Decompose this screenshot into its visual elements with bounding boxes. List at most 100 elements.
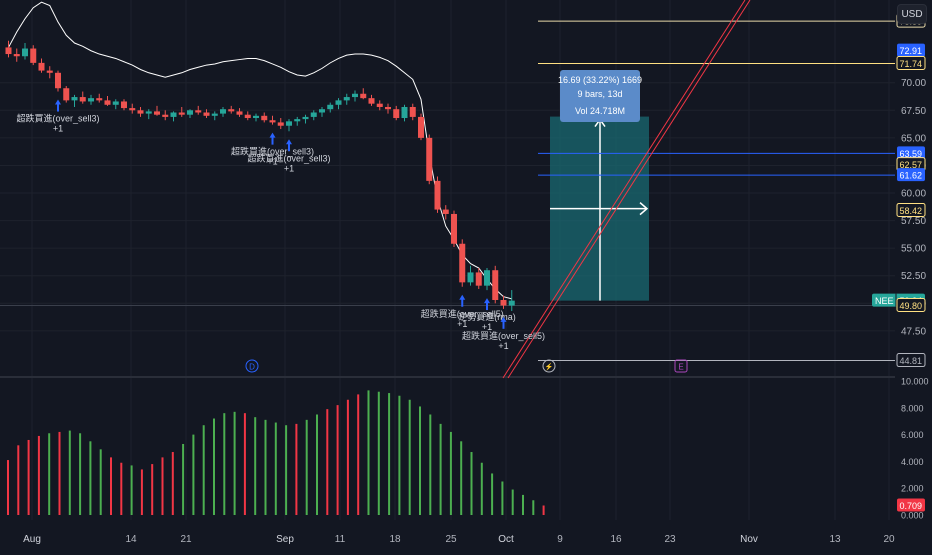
oscillator-bar	[511, 489, 514, 515]
price-label-value: 44.81	[899, 356, 922, 366]
candle-body	[13, 54, 20, 57]
oscillator-bar	[58, 431, 61, 515]
price-axis-tick: 70.00	[901, 78, 926, 89]
oscillator-bar	[357, 394, 360, 515]
candle-body	[104, 100, 111, 105]
candle-body	[451, 213, 457, 244]
candle-body	[277, 122, 284, 126]
oscillator-bar	[161, 457, 164, 515]
price-label-value: 63.59	[899, 149, 922, 159]
candle-body	[55, 72, 61, 89]
measure-label-box	[560, 70, 640, 122]
price-label-value: 72.91	[899, 46, 922, 56]
currency-button[interactable]: USD	[897, 4, 927, 24]
candle-body	[376, 103, 383, 107]
time-axis-tick: 20	[883, 534, 895, 545]
candle-body	[426, 137, 433, 181]
candle-body	[409, 106, 416, 117]
oscillator-bar	[37, 435, 40, 515]
candle-body	[368, 98, 375, 104]
candle-body	[137, 110, 144, 114]
price-label-box	[896, 353, 926, 368]
oscillator-bar	[233, 411, 236, 515]
price-axis-tick: 52.50	[901, 271, 926, 282]
oscillator-bar	[110, 457, 112, 515]
time-axis-tick: Sep	[276, 534, 294, 545]
buy-signal-arrow-head	[484, 298, 490, 304]
candle-body	[71, 97, 78, 101]
buy-signal-count: +1	[498, 341, 508, 351]
candle-body	[393, 109, 400, 119]
price-label-value: 49.80	[899, 301, 922, 311]
candle-body	[360, 93, 367, 99]
oscillator-bar	[439, 423, 442, 515]
oscillator-bar	[295, 423, 298, 515]
measure-label-volume: Vol 24.718M	[575, 106, 625, 116]
oscillator-bar	[17, 445, 20, 515]
oscillator-bar	[522, 494, 524, 515]
oscillator-axis-tick: 4.000	[901, 457, 924, 467]
oscillator-bar	[7, 460, 9, 515]
oscillator-bar	[27, 439, 30, 515]
candle-body	[459, 243, 466, 283]
candle-body	[294, 119, 301, 122]
candle-body	[211, 113, 218, 116]
oscillator-axis-tick: 10.000	[901, 377, 929, 387]
oscillator-value-box	[897, 498, 925, 512]
buy-signal-arrow-head	[459, 294, 466, 300]
buy-signal-arrow-head	[269, 132, 276, 138]
oscillator-bar	[140, 469, 143, 515]
candle-body	[467, 272, 474, 283]
price-label-box	[897, 43, 925, 57]
oscillator-axis-tick: 8.000	[901, 403, 924, 413]
candle-body	[112, 101, 119, 105]
oscillator-bar	[326, 409, 329, 515]
candle-body	[261, 115, 268, 121]
buy-signal-arrow-head	[500, 316, 507, 322]
event-marker-label: D	[249, 363, 255, 372]
time-axis-tick: 9	[557, 534, 563, 545]
oscillator-bar	[130, 465, 133, 515]
candle-body	[121, 101, 127, 109]
oscillator-bar	[429, 414, 432, 515]
candle-body	[492, 270, 499, 300]
measure-label-change: 16.69 (33.22%) 1669	[558, 75, 642, 85]
price-label-box	[896, 298, 926, 313]
oscillator-bar	[532, 500, 535, 515]
oscillator-bar	[480, 462, 483, 515]
oscillator-bar	[79, 433, 82, 515]
oscillator-bar	[182, 443, 185, 515]
price-label-value: 58.42	[899, 206, 922, 216]
time-axis-tick: 14	[125, 534, 137, 545]
candle-body	[244, 114, 251, 119]
oscillator-bar	[89, 441, 92, 515]
candle-body	[38, 62, 45, 71]
oscillator-bar	[377, 391, 380, 515]
candle-body	[352, 93, 358, 98]
oscillator-bar	[408, 399, 411, 515]
price-axis-tick: 60.00	[901, 189, 926, 200]
oscillator-axis-tick: 2.000	[901, 484, 924, 494]
oscillator-bar	[254, 417, 257, 515]
oscillator-bar	[264, 419, 267, 515]
time-axis-tick: Nov	[740, 534, 758, 545]
buy-signal-label: 超跌買進(over_sell3)	[247, 152, 330, 163]
trend-line-1	[502, 0, 746, 379]
oscillator-value-label: 0.709	[899, 501, 922, 511]
oscillator-bar	[346, 399, 349, 515]
candle-body	[5, 47, 12, 55]
candle-body	[236, 111, 243, 115]
price-axis-tick: 47.50	[901, 326, 926, 337]
oscillator-bar	[367, 390, 370, 515]
measure-label-bars: 9 bars, 13d	[577, 89, 622, 99]
price-axis-tick: 65.00	[901, 133, 926, 144]
candle-body	[220, 109, 226, 114]
candle-body	[335, 100, 342, 105]
buy-signal-count: +1	[457, 319, 467, 329]
oscillator-bar	[68, 430, 71, 515]
candle-body	[178, 112, 185, 115]
candle-body	[310, 112, 317, 117]
candle-body	[475, 272, 482, 286]
